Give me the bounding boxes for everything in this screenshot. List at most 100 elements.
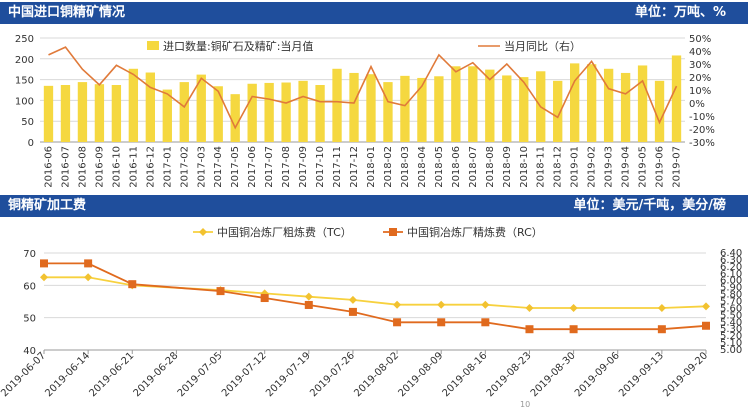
- bar: [264, 82, 274, 142]
- x-tick-label: 2018-04: [417, 146, 428, 188]
- x-tick-label: 2017-09: [298, 146, 309, 188]
- rc-point: [40, 259, 48, 268]
- bar: [586, 64, 597, 142]
- y2-tick-label: 40%: [689, 47, 711, 58]
- tc-point: [348, 295, 357, 304]
- y2-tick-label: 5.00: [720, 345, 742, 356]
- y2-tick-label: 5.20: [720, 331, 742, 342]
- x-tick-label: 2019-05: [638, 146, 649, 188]
- y-tick-label: 0: [28, 138, 34, 149]
- section-title: 铜精矿加工费: [8, 198, 87, 213]
- rc-point: [657, 325, 666, 334]
- x-tick-label: 2019-08-16: [441, 350, 490, 399]
- legend: 中国铜冶炼厂粗炼费（TC） 中国铜冶炼厂精炼费（RC）: [193, 225, 543, 239]
- rc-point: [702, 321, 710, 330]
- x-tick-label: 2019-06: [655, 146, 666, 188]
- x-tick-label: 2016-12: [145, 146, 156, 188]
- x-tick-label: 2019-07-26: [308, 350, 357, 399]
- tc-point: [437, 300, 446, 309]
- y2-tick-label: 5.30: [720, 324, 742, 335]
- x-tick-label: 2017-10: [315, 146, 326, 188]
- x-tick-label: 2019-07-05: [176, 350, 225, 399]
- bar: [332, 68, 342, 142]
- x-tick-label: 2017-03: [196, 146, 207, 188]
- x-tick-label: 2019-07-19: [264, 350, 313, 399]
- tc-point: [525, 303, 534, 312]
- bar: [434, 76, 444, 142]
- legend-marker: [389, 228, 397, 236]
- tc-point: [569, 303, 578, 312]
- y2-tick-label: 6.40: [720, 248, 742, 259]
- tc-point: [304, 292, 313, 301]
- y2-tick-label: 5.80: [720, 290, 742, 301]
- x-tick-label: 2016-09: [94, 146, 105, 188]
- rc-point: [216, 287, 225, 296]
- bar: [451, 66, 461, 142]
- x-tick-label: 2017-01: [162, 146, 173, 188]
- x-tick-label: 2019-09-13: [617, 350, 666, 399]
- x-tick-label: 2017-07: [264, 146, 275, 188]
- bar: [162, 89, 172, 142]
- tc-point: [657, 303, 666, 312]
- bar: [637, 65, 648, 142]
- rc-point: [393, 318, 402, 327]
- legend-label: 中国铜冶炼厂粗炼费（TC）: [217, 225, 352, 239]
- x-tick-label: 2016-07: [60, 146, 71, 188]
- x-tick-label: 2017-12: [349, 146, 360, 188]
- x-tick-label: 2016-10: [111, 146, 122, 188]
- bar: [654, 80, 665, 142]
- tc-point: [702, 302, 710, 311]
- y2-tick-label: -10%: [689, 112, 715, 123]
- bar: [620, 72, 631, 142]
- bar: [230, 94, 240, 142]
- x-tick-label: 2017-06: [247, 146, 258, 188]
- x-tick-label: 2018-05: [434, 146, 445, 188]
- y2-tick-label: 5.10: [720, 338, 742, 349]
- x-tick-label: 2019-06-28: [132, 350, 181, 399]
- y-tick-label: 50: [21, 117, 34, 128]
- bar: [281, 82, 291, 142]
- page-number: 10: [520, 400, 531, 409]
- y-tick-label: 150: [15, 76, 34, 87]
- bar: [468, 66, 478, 142]
- y2-tick-label: -20%: [689, 125, 715, 136]
- y-tick-label: 250: [15, 34, 34, 45]
- tc-point: [40, 273, 48, 282]
- x-tick-label: 2018-10: [519, 146, 530, 188]
- bar: [179, 82, 189, 142]
- bar: [366, 74, 376, 142]
- y2-tick-label: 30%: [689, 60, 711, 71]
- bar: [519, 77, 529, 142]
- y-tick-label: 50: [23, 314, 36, 325]
- y-tick-label: 200: [15, 55, 34, 66]
- y-tick-label: 100: [15, 96, 34, 107]
- bar: [553, 80, 563, 142]
- bar: [570, 63, 580, 142]
- unit-label: 单位：万吨、%: [634, 5, 726, 20]
- x-tick-label: 2019-01: [570, 146, 581, 188]
- bar: [417, 77, 427, 142]
- y2-tick-label: 10%: [689, 86, 711, 97]
- x-tick-label: 2019-04: [621, 146, 632, 188]
- bar: [349, 72, 359, 142]
- x-tick-label: 2019-07-12: [220, 350, 269, 399]
- x-tick-label: 2019-02: [587, 146, 598, 188]
- unit-label: 单位：美元/千吨，美分/磅: [573, 198, 727, 213]
- x-tick-label: 2016-11: [128, 146, 139, 188]
- x-tick-label: 2019-09-06: [573, 350, 622, 399]
- x-tick-label: 2018-01: [366, 146, 377, 188]
- bar: [502, 75, 512, 142]
- axes-group: 40 50 60 70 5.005.105.205.305.405.505.605.70…: [0, 248, 742, 399]
- rc-point: [569, 325, 578, 334]
- y2-tick-label: 5.60: [720, 303, 742, 314]
- rc-point: [437, 318, 446, 327]
- x-tick-label: 2016-08: [77, 146, 88, 188]
- x-tick-label: 2019-06-07: [0, 350, 48, 399]
- rc-point: [304, 300, 313, 309]
- x-tick-label: 2016-06: [43, 146, 54, 188]
- x-tick-label: 2018-11: [536, 146, 547, 188]
- x-tick-label: 2019-09-20: [661, 350, 710, 399]
- y2-tick-label: -30%: [689, 138, 715, 149]
- y2-tick-label: 5.70: [720, 297, 742, 308]
- x-tick-label: 2017-11: [332, 146, 343, 188]
